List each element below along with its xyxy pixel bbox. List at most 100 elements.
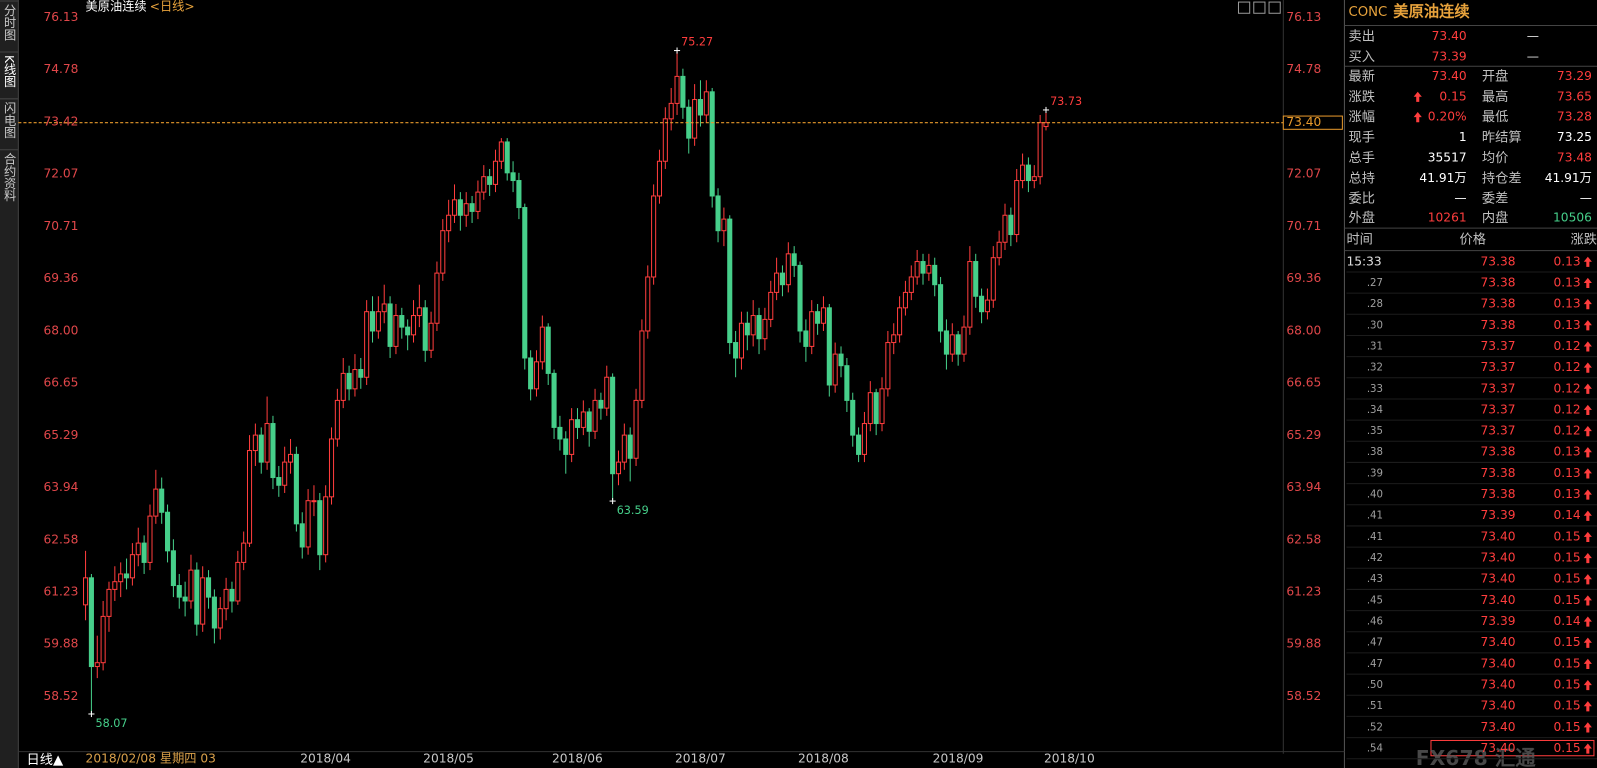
sidebar-tab[interactable]: 合约资料 (2, 152, 16, 202)
quote-label: 均价 (1482, 150, 1508, 166)
icon-button[interactable] (1237, 1, 1251, 14)
candle-body (252, 434, 258, 452)
candle-body (938, 284, 944, 332)
candle-body (762, 318, 768, 340)
quote-value: — (1454, 191, 1466, 205)
tick-price: 73.37 (1481, 424, 1516, 438)
candle-body (194, 569, 200, 625)
candle-body (557, 426, 563, 440)
candle-body (692, 99, 698, 139)
tick-change: 0.15 (1553, 678, 1580, 692)
tick-time: .42 (1367, 553, 1383, 564)
tick-time: .46 (1367, 617, 1383, 628)
tick-time: .39 (1367, 468, 1383, 479)
candle-body (645, 276, 651, 332)
candle-body (709, 91, 715, 197)
up-arrow (1583, 489, 1592, 500)
sidebar-tab[interactable]: 分时图 (2, 4, 16, 41)
cursor-date: 2018/02/08 星期四 03 (86, 751, 216, 765)
tick-change: 0.15 (1553, 529, 1580, 543)
candle-body (574, 419, 581, 428)
watermark: FX678 汇通 (1416, 746, 1537, 768)
candle-body (885, 342, 891, 390)
sidebar-tab[interactable]: 闪电图 (2, 102, 16, 139)
quote-value: 0.15 (1439, 89, 1466, 103)
candle-body (920, 261, 926, 274)
tick-price: 73.38 (1481, 445, 1516, 459)
low-mark-label: 63.59 (617, 504, 649, 517)
candle-body (651, 195, 657, 278)
y-tick-label: 58.52 (43, 689, 78, 703)
quote-value: 10506 (1553, 210, 1592, 224)
tick-price: 73.38 (1481, 487, 1516, 501)
candle-body (721, 218, 727, 232)
up-arrow (1583, 299, 1592, 310)
tick-time: .51 (1367, 701, 1383, 712)
tick-time: .32 (1367, 363, 1383, 374)
table-header: 时间 (1346, 231, 1372, 247)
candle-body (768, 291, 774, 320)
tick-time: 15:33 (1346, 254, 1381, 268)
y-tick-label-right: 61.23 (1286, 585, 1321, 599)
candle-body (516, 180, 522, 209)
tick-change: 0.13 (1553, 275, 1580, 289)
tick-change: 0.15 (1553, 593, 1580, 607)
candle-body (908, 276, 914, 293)
tick-change: 0.15 (1553, 720, 1580, 734)
tick-time: .43 (1367, 574, 1383, 585)
icon-button[interactable] (1268, 1, 1281, 14)
candle-body (276, 477, 282, 486)
tick-time: .27 (1367, 278, 1383, 289)
candle-body (241, 542, 247, 563)
tick-change: 0.12 (1553, 381, 1580, 395)
candle-body (621, 434, 627, 463)
quote-value: 41.91万 (1545, 171, 1592, 185)
up-arrow (1583, 404, 1592, 416)
candle-body (217, 608, 223, 629)
candle-body (463, 203, 469, 216)
x-tick-label: 2018/09 (933, 751, 984, 765)
candle-body (967, 261, 973, 328)
candle-body (668, 102, 674, 120)
sidebar-tab[interactable]: K线图 (2, 55, 16, 87)
candle-body (680, 75, 686, 108)
candle-body (932, 264, 938, 286)
candle-body (446, 214, 452, 232)
candle-body (902, 291, 908, 309)
candle-body (1008, 214, 1014, 236)
period-button[interactable]: 日线▲ (26, 752, 63, 768)
up-arrow (1583, 531, 1592, 543)
y-tick-label: 73.42 (43, 114, 78, 128)
candle-body (610, 376, 616, 475)
quote-value: 73.40 (1432, 69, 1467, 83)
tick-price: 73.40 (1481, 656, 1516, 670)
tick-price: 73.37 (1481, 381, 1516, 395)
candle-body (586, 411, 592, 432)
candle-body (282, 461, 288, 486)
quote-value: 0.20% (1428, 110, 1467, 124)
high-mark-label: 73.73 (1050, 95, 1082, 108)
table-header: 涨跌 (1571, 231, 1597, 247)
candle-body (434, 272, 440, 324)
tick-change: 0.13 (1553, 445, 1580, 459)
last-price-box (1282, 115, 1343, 130)
up-arrow (1583, 447, 1592, 458)
candle-body (879, 388, 885, 425)
tick-price: 73.40 (1481, 678, 1516, 692)
tick-change: 0.13 (1553, 318, 1580, 332)
candle-body (399, 315, 405, 328)
quote-value: 41.91万 (1419, 171, 1466, 185)
candle-body (733, 342, 739, 359)
tick-time: .34 (1367, 405, 1383, 416)
candle-body (615, 461, 622, 475)
tick-price: 73.37 (1481, 339, 1516, 353)
candle-body (973, 261, 979, 297)
selected-row (1430, 739, 1595, 757)
icon-button[interactable] (1253, 1, 1266, 14)
quote-label: 内盘 (1482, 209, 1508, 226)
window-icons[interactable] (1237, 1, 1281, 14)
candle-body (779, 272, 786, 286)
candle-body (662, 118, 668, 162)
up-arrow (1583, 510, 1592, 521)
